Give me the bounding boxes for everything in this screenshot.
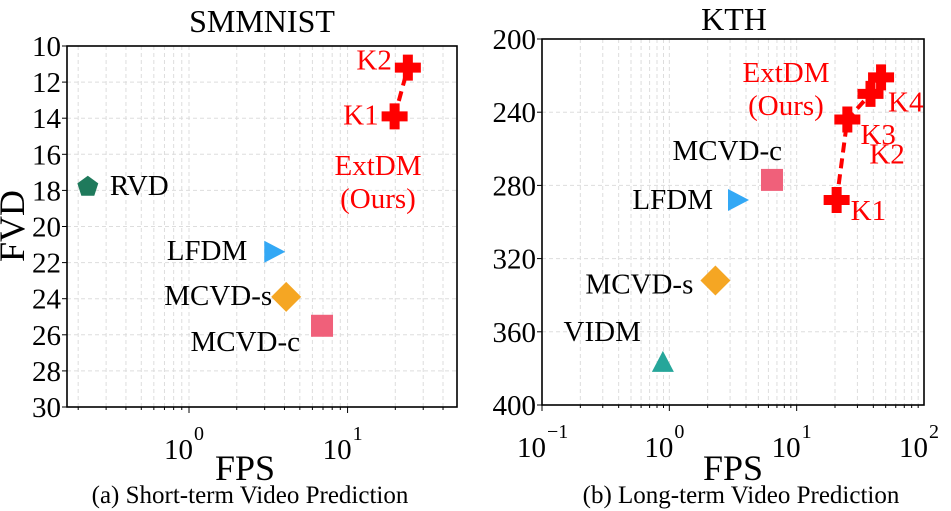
x-tick-exponent: 0 [674,421,684,443]
x-tick-label: 10 1 [323,423,363,466]
y-tick-label: 240 [493,97,537,129]
y-tick-label: 360 [493,317,537,349]
y-tick-label: 28 [32,356,61,388]
marker-k1 [823,187,850,214]
x-tick-exponent: 1 [802,421,812,443]
point-label: K4 [888,86,924,118]
series-label-line2: (Ours) [340,183,416,215]
point-label: MCVD-s [164,280,272,312]
x-tick-base: 10 [772,432,801,464]
y-tick-label: 18 [32,175,61,207]
point-label: K1 [851,195,886,227]
x-tick-base: 10 [517,432,546,464]
marker-lfdm [264,240,286,263]
y-tick-label: 400 [493,390,537,422]
series-label-line1: ExtDM [335,150,422,182]
y-axis-label: FVD [0,190,32,262]
point-label: VIDM [564,316,641,348]
x-axis-label: FPS [703,448,763,488]
marker-k2 [394,54,421,81]
point-label: K3 [860,119,895,151]
point-label: RVD [110,170,169,202]
y-tick-label: 12 [32,67,61,99]
y-tick-label: 22 [32,248,61,280]
x-tick-label: 10 −1 [517,421,568,464]
series-label-line2: (Ours) [748,90,824,122]
x-tick-label: 10 2 [899,421,939,464]
subfigure-caption: (b) Long-term Video Prediction [583,482,900,509]
x-tick-base: 10 [644,432,673,464]
y-tick-label: 200 [493,24,537,56]
y-tick-label: 30 [32,392,61,424]
y-tick-label: 14 [32,103,62,135]
point-label: K2 [869,139,904,171]
marker-k4 [868,64,895,91]
marker-rvd [77,175,99,196]
series-label-line1: ExtDM [743,57,830,89]
y-tick-label: 280 [493,170,537,202]
chart-title: KTH [701,1,767,37]
point-label: LFDM [167,235,248,267]
point-label: K2 [356,45,391,77]
y-tick-label: 320 [493,244,537,276]
point-label: MCVD-s [585,269,693,301]
marker-mcvd-c [311,314,334,337]
y-tick-label: 10 [32,31,61,63]
y-tick-label: 20 [32,212,61,244]
plot-frame [66,45,458,408]
x-tick-exponent: 1 [353,423,363,445]
marker-k2 [834,106,861,133]
extdm-series-line [834,76,883,201]
x-tick-base: 10 [899,432,928,464]
x-tick-label: 10 1 [772,421,812,464]
x-tick-label: 10 0 [644,421,684,464]
plot-frame [541,38,925,406]
subfigure-caption: (a) Short-term Video Prediction [92,482,409,509]
y-tick-label: 26 [32,320,61,352]
x-tick-exponent: 2 [929,421,939,443]
marker-k1 [381,103,408,130]
point-label: LFDM [632,184,713,216]
marker-k3 [857,80,884,107]
marker-vidm [651,350,674,372]
y-tick-label: 24 [32,284,62,316]
marker-mcvd-s [271,281,302,312]
x-tick-label: 10 0 [164,423,204,466]
chart-title: SMMNIST [189,3,335,39]
marker-lfdm [728,189,750,212]
x-tick-base: 10 [323,434,352,466]
point-label: K1 [343,99,378,131]
x-tick-base: 10 [164,434,193,466]
x-tick-exponent: −1 [547,421,568,443]
marker-mcvd-c [760,168,783,191]
marker-mcvd-s [700,265,731,296]
point-label: MCVD-c [190,326,300,358]
y-tick-label: 16 [32,139,61,171]
point-label: MCVD-c [672,135,782,167]
x-tick-exponent: 0 [194,423,204,445]
x-axis-label: FPS [215,448,275,488]
